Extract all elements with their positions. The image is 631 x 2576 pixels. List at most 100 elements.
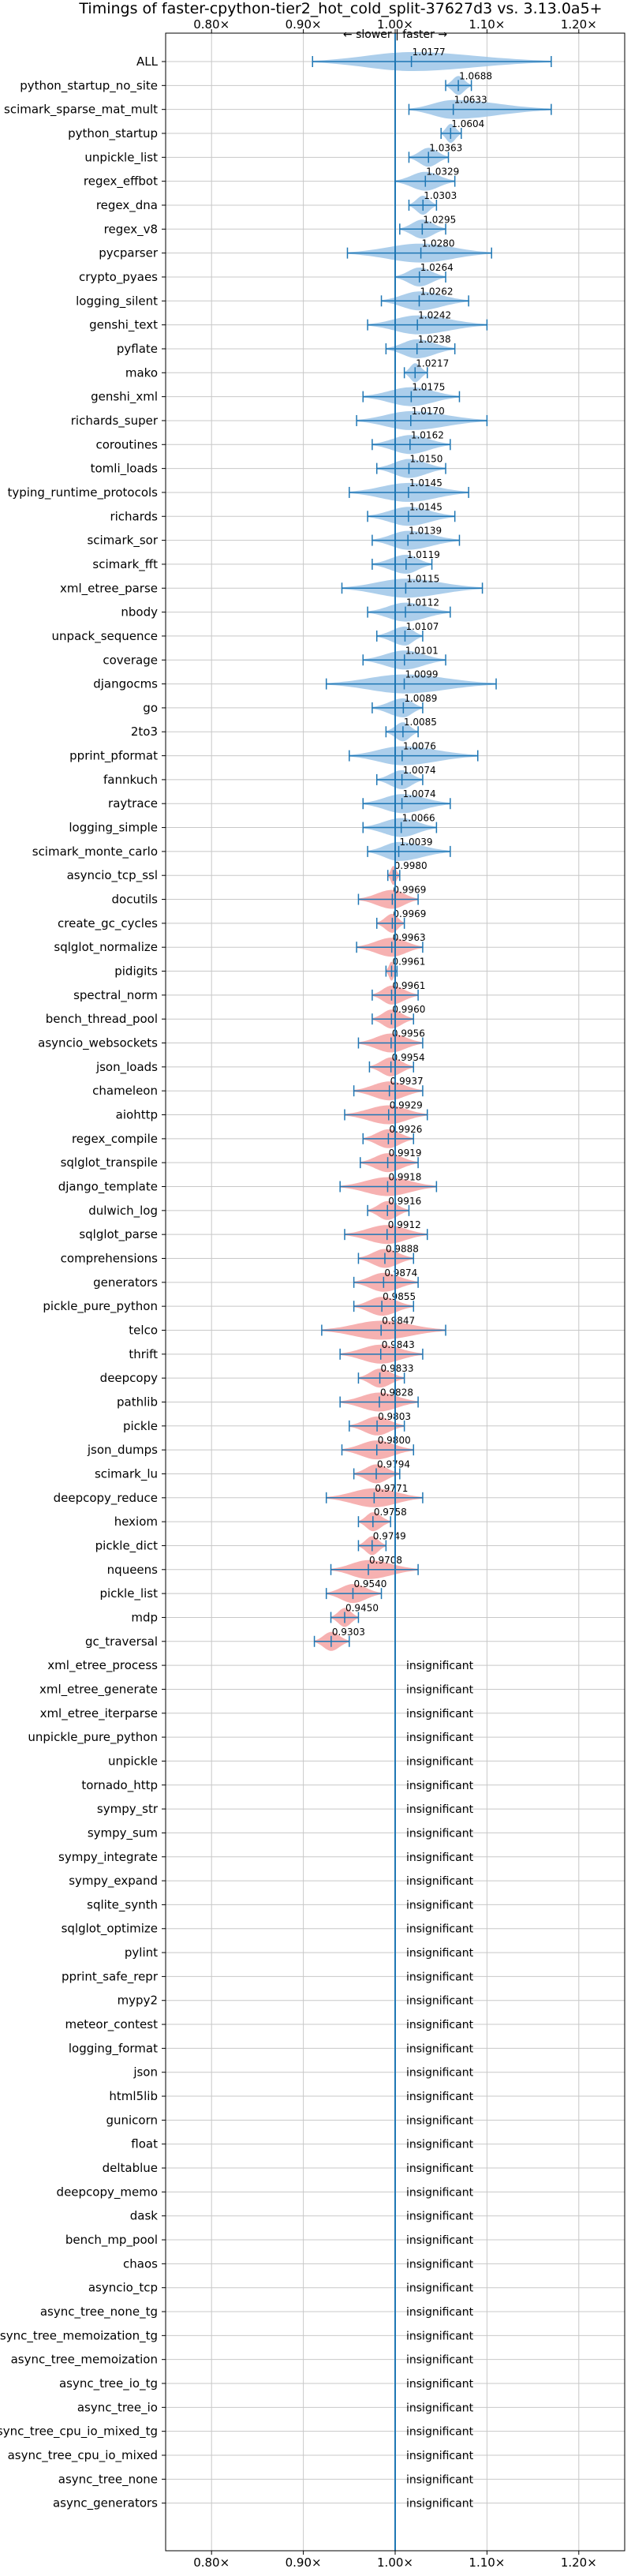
benchmark-label: django_template bbox=[58, 1180, 158, 1195]
benchmark-label: dulwich_log bbox=[88, 1204, 158, 1219]
value-label: 1.0633 bbox=[454, 95, 487, 106]
x-tick-label-top: 1.20× bbox=[561, 17, 597, 32]
insignificant-label: insignificant bbox=[406, 2139, 474, 2151]
benchmark-label: bench_thread_pool bbox=[46, 1012, 158, 1027]
benchmark-label: genshi_text bbox=[89, 318, 158, 333]
insignificant-label: insignificant bbox=[406, 2019, 474, 2031]
benchmark-label: deepcopy_memo bbox=[57, 2185, 158, 2200]
value-label: 0.9918 bbox=[388, 1172, 421, 1183]
benchmark-label: ALL bbox=[136, 54, 159, 69]
value-label: 1.0066 bbox=[402, 813, 435, 824]
benchmark-label: sympy_integrate bbox=[58, 1850, 158, 1865]
benchmark-label: scimark_sor bbox=[87, 534, 158, 549]
benchmark-label: gc_traversal bbox=[85, 1634, 158, 1649]
x-tick-label-top: 1.00× bbox=[377, 17, 413, 32]
value-label: 0.9303 bbox=[332, 1627, 365, 1638]
value-label: 0.9956 bbox=[392, 1028, 425, 1039]
insignificant-label: insignificant bbox=[406, 1899, 474, 1911]
benchmark-label: async_tree_io_tg bbox=[59, 2376, 158, 2391]
insignificant-label: insignificant bbox=[406, 2067, 474, 2080]
benchmark-label: python_startup bbox=[68, 126, 158, 141]
benchmark-label: scimark_fft bbox=[92, 557, 158, 572]
value-label: 0.9888 bbox=[386, 1244, 419, 1255]
value-label: 0.9969 bbox=[393, 908, 426, 919]
benchmark-label: raytrace bbox=[108, 796, 158, 811]
benchmark-label: logging_format bbox=[69, 2041, 158, 2056]
benchmark-label: logging_simple bbox=[69, 821, 158, 836]
benchmark-label: telco bbox=[129, 1323, 158, 1337]
insignificant-label: insignificant bbox=[406, 1971, 474, 1983]
value-label: 0.9708 bbox=[369, 1555, 402, 1566]
benchmark-label: dask bbox=[130, 2209, 159, 2223]
benchmark-label: regex_effbot bbox=[84, 174, 158, 189]
insignificant-label: insignificant bbox=[406, 2330, 474, 2342]
value-label: 0.9980 bbox=[394, 860, 428, 871]
benchmark-label: thrift bbox=[129, 1347, 158, 1361]
value-label: 0.9960 bbox=[392, 1004, 425, 1015]
value-label: 0.9855 bbox=[383, 1291, 416, 1302]
benchmark-label: unpickle bbox=[108, 1754, 158, 1768]
insignificant-label: insignificant bbox=[406, 2498, 474, 2510]
benchmark-label: sqlglot_parse bbox=[79, 1227, 158, 1242]
benchmark-label: tornado_http bbox=[81, 1778, 158, 1793]
value-label: 1.0150 bbox=[409, 454, 442, 465]
insignificant-label: insignificant bbox=[406, 1827, 474, 1840]
insignificant-label: insignificant bbox=[406, 1875, 474, 1888]
benchmark-label: mypy2 bbox=[118, 1994, 158, 2008]
value-label: 0.9540 bbox=[353, 1578, 386, 1589]
value-label: 1.0139 bbox=[409, 526, 442, 537]
benchmark-label: 2to3 bbox=[131, 724, 158, 739]
insignificant-label: insignificant bbox=[406, 2426, 474, 2439]
value-label: 0.9969 bbox=[393, 885, 426, 896]
value-label: 0.9843 bbox=[382, 1339, 415, 1350]
value-label: 1.0076 bbox=[403, 741, 436, 752]
insignificant-label: insignificant bbox=[406, 1923, 474, 1936]
x-tick-label-top: 0.90× bbox=[286, 17, 322, 32]
benchmark-label: coroutines bbox=[95, 437, 158, 451]
benchmark-label: chaos bbox=[123, 2256, 158, 2271]
insignificant-label: insignificant bbox=[406, 1755, 474, 1768]
benchmark-label: coverage bbox=[103, 653, 158, 667]
benchmark-label: comprehensions bbox=[61, 1252, 159, 1266]
insignificant-label: insignificant bbox=[406, 2354, 474, 2367]
benchmark-label: crypto_pyaes bbox=[79, 270, 158, 285]
x-tick-label-bottom: 1.10× bbox=[469, 2555, 505, 2570]
insignificant-label: insignificant bbox=[406, 1708, 474, 1720]
value-label: 1.0099 bbox=[405, 669, 439, 680]
benchmark-label: gunicorn bbox=[106, 2113, 158, 2127]
benchmark-label: sympy_sum bbox=[88, 1825, 158, 1840]
benchmark-label: async_tree_memoization_tg bbox=[0, 2328, 158, 2343]
benchmark-label: djangocms bbox=[93, 677, 158, 691]
value-label: 1.0329 bbox=[426, 167, 459, 178]
value-label: 1.0115 bbox=[406, 573, 439, 584]
benchmark-label: chameleon bbox=[92, 1084, 158, 1098]
benchmark-label: pprint_safe_repr bbox=[62, 1969, 159, 1984]
value-label: 1.0145 bbox=[409, 501, 442, 512]
value-label: 0.9771 bbox=[375, 1483, 408, 1494]
value-label: 1.0119 bbox=[407, 549, 440, 560]
insignificant-label: insignificant bbox=[406, 2234, 474, 2247]
benchmark-label: meteor_contest bbox=[65, 2017, 158, 2032]
value-label: 0.9961 bbox=[392, 980, 425, 991]
benchmark-label: xml_etree_parse bbox=[60, 581, 158, 596]
value-label: 1.0112 bbox=[406, 597, 439, 608]
value-label: 1.0175 bbox=[412, 382, 445, 393]
benchmark-label: async_tree_io bbox=[77, 2400, 158, 2415]
x-tick-label-bottom: 1.00× bbox=[377, 2555, 413, 2570]
value-label: 0.9758 bbox=[374, 1507, 407, 1518]
insignificant-label: insignificant bbox=[406, 1780, 474, 1792]
value-label: 1.0145 bbox=[409, 477, 442, 489]
benchmark-label: json bbox=[133, 2065, 158, 2080]
value-label: 1.0039 bbox=[400, 837, 433, 848]
violin-layer: 1.0177 1.0688 1.0633 1.0604 1.0363 1.0329 1.03… bbox=[312, 47, 552, 1651]
insignificant-label: insignificant bbox=[406, 2258, 474, 2271]
insignificant-label: insignificant bbox=[406, 1732, 474, 1744]
value-label: 1.0101 bbox=[405, 645, 439, 656]
value-label: 1.0264 bbox=[420, 262, 454, 273]
benchmark-label: scimark_sparse_mat_mult bbox=[4, 103, 158, 118]
value-label: 0.9794 bbox=[377, 1458, 410, 1470]
benchmark-label: spectral_norm bbox=[73, 988, 158, 1003]
benchmark-label: sqlglot_optimize bbox=[62, 1922, 158, 1937]
x-tick-label-bottom: 0.80× bbox=[193, 2555, 230, 2570]
